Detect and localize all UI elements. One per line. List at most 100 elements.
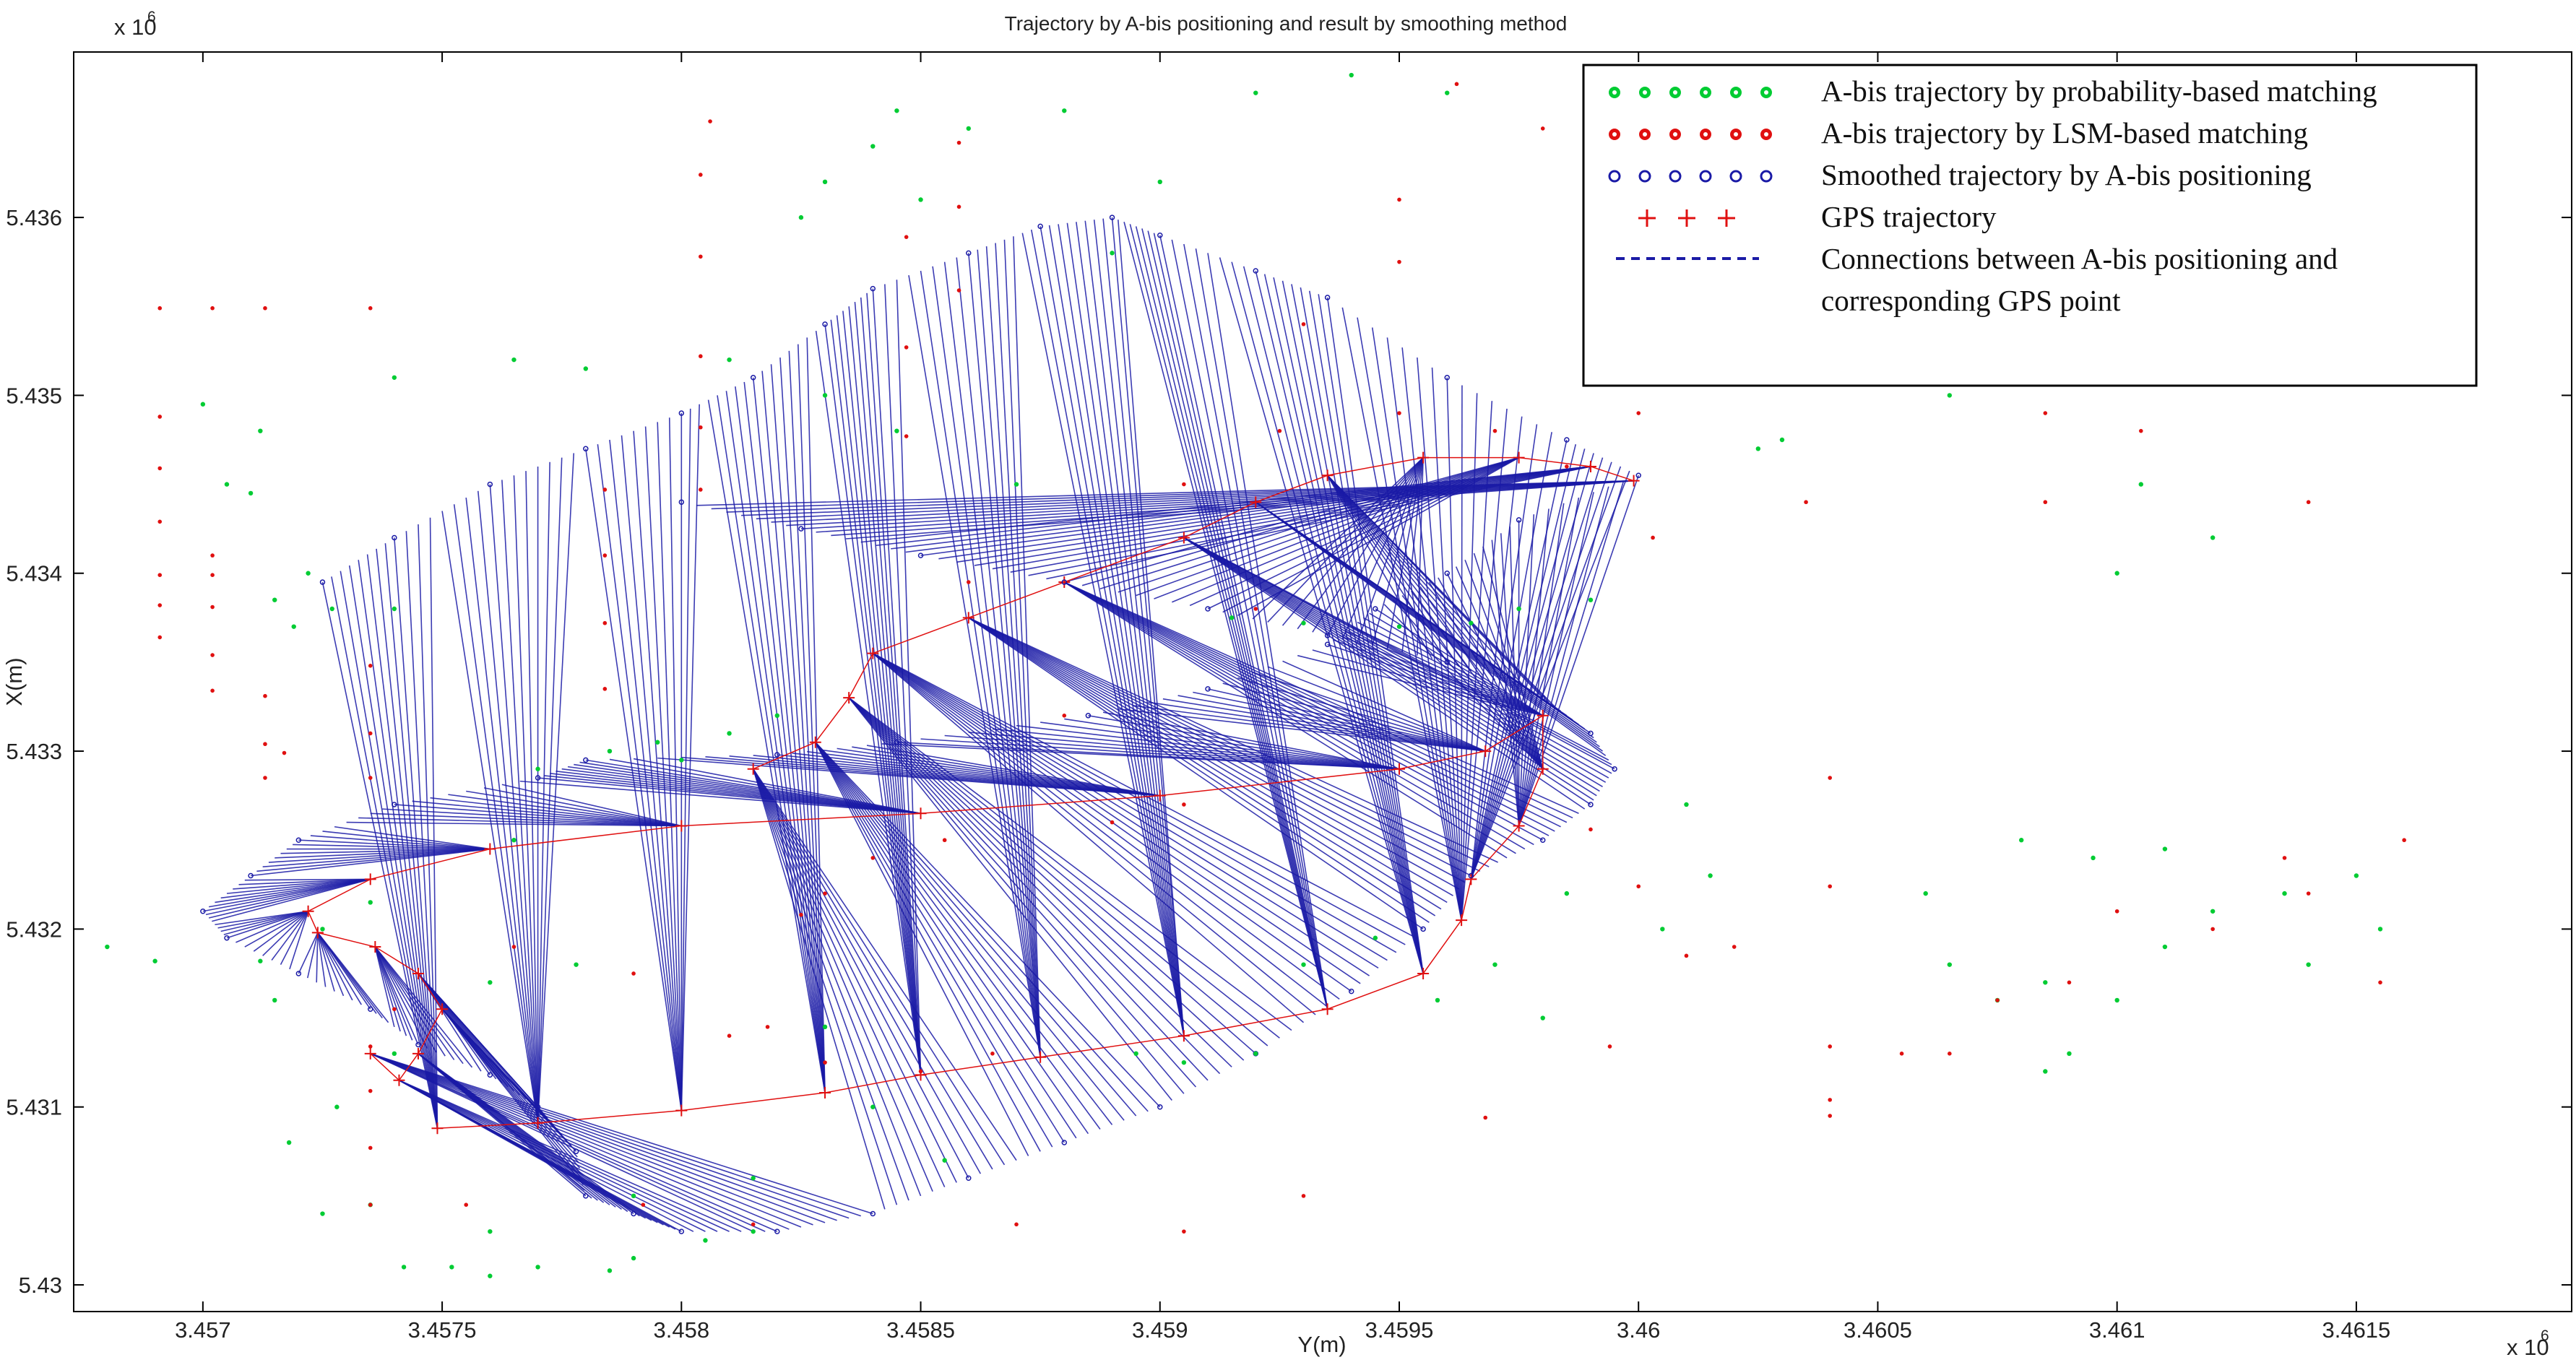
probability-matching-point [2114,997,2119,1003]
connection-line [399,1080,730,1232]
probability-matching-point [1349,72,1354,78]
connection-line [1470,457,1604,880]
connection-line [752,768,922,1197]
connection-line [908,275,1041,1057]
connection-line [1401,347,1462,921]
connection-line [466,790,682,827]
connection-line [1064,456,1519,583]
probability-matching-point [870,1104,876,1109]
axes-frame [73,51,2572,1312]
connection-line [1021,233,1185,1036]
connection-line [280,911,309,966]
smoothed-point [750,375,756,381]
connection-line [872,652,1361,984]
smoothed-point [1539,695,1546,701]
connection-line [293,844,490,850]
legend-marker-center [1764,90,1768,95]
connection-line [657,422,683,1111]
lsm-matching-point [602,620,608,625]
probability-matching-point [291,624,296,629]
smoothed-point [487,1072,493,1078]
connection-line [866,292,922,1075]
connection-line [374,946,407,1036]
connection-line [1375,608,1544,716]
lsm-matching-point [870,856,876,860]
connection-line [1255,270,1424,974]
lsm-matching-point [282,750,287,755]
smoothed-point [1324,633,1331,638]
y-axis-exponent: x 10 6 [114,9,157,40]
connection-line [920,270,1041,1057]
connection-line [306,932,319,979]
probability-matching-point [449,1265,454,1270]
connection-line [1518,503,1565,826]
smoothed-point [1444,659,1450,665]
connection-line [238,878,371,885]
connection-line [1148,701,1486,752]
connection-line [1207,253,1328,1010]
connection-line [1207,688,1486,752]
probability-matching-point [1540,1015,1545,1020]
connection-line [881,743,1400,770]
probability-matching-point [2043,980,2048,985]
connection-line [800,480,1634,529]
probability-matching-point [1923,890,1928,896]
gps-point [809,736,821,748]
lsm-matching-point [956,288,961,292]
connection-line [815,742,1065,1143]
smoothed-point [631,1210,636,1217]
probability-matching-point [1445,90,1450,95]
smoothed-point [966,250,972,256]
probability-matching-point [2043,1069,2048,1074]
connection-line [741,480,1634,516]
probability-matching-point [1253,1051,1258,1057]
connection-line [358,817,682,827]
legend-label: corresponding GPS point [1821,284,2121,317]
lsm-matching-point [1828,776,1832,780]
gps-point [1177,1030,1190,1042]
lsm-matching-point [157,306,163,311]
connection-line [1281,457,1424,626]
connection-line [271,911,309,961]
connection-line [465,497,539,1123]
probability-matching-point [2162,846,2168,852]
lsm-matching-point [368,776,373,780]
legend-box [1582,64,2478,387]
gps-point [1154,789,1166,802]
connection-line [992,466,1591,570]
connection-line [1470,432,1552,880]
connection-line [1058,224,1185,1036]
connection-line [370,1053,802,1228]
x-tick-label: 3.457 [175,1317,231,1343]
connection-line [370,1053,778,1232]
connection-line [217,910,308,929]
connection-line [1183,537,1607,783]
probability-matching-point [607,1268,613,1273]
connection-line [872,652,1397,953]
legend-marker [1678,209,1695,227]
connection-line [968,617,1424,930]
data-points [105,72,2406,1278]
probability-matching-point [286,1140,292,1145]
connection-line [376,548,438,1129]
connection-line [815,742,1053,1148]
y-tick-label: 5.43 [19,1273,62,1298]
smoothed-point [224,935,230,941]
connection-line [298,839,490,850]
connection-line [501,480,539,1123]
legend-marker [1669,170,1682,183]
connection-line [848,697,1232,1067]
gps-point [1513,451,1525,464]
connection-line [1084,220,1185,1036]
smoothed-point [1468,872,1474,879]
connection-line [848,306,922,1075]
probability-matching-point [511,357,517,363]
gps-point [436,1003,449,1015]
connection-line [1183,537,1603,788]
gps-point [302,905,314,917]
smoothed-point [774,1228,780,1234]
connection-line [1123,222,1328,1010]
connection-line [938,466,1591,560]
connection-line [317,932,389,1023]
probability-matching-point [105,944,110,950]
